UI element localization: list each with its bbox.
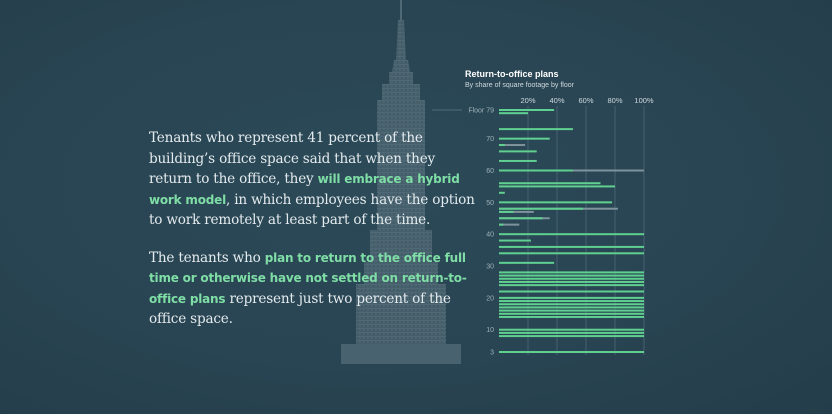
chart-subtitle: By share of square footage by floor — [465, 82, 574, 89]
chart-header: Return-to-office plans By share of squar… — [465, 69, 574, 89]
story-paragraph-hybrid: Tenants who represent 41 percent of the … — [149, 128, 479, 231]
story-text: Tenants who represent 41 percent of the … — [149, 128, 479, 347]
full-time-highlight: plan to return to the office full time o… — [149, 250, 467, 306]
story-text-segment: , in which employees have the option to … — [149, 191, 475, 229]
story-text-segment: Tenants who represent 41 percent of the … — [149, 130, 436, 187]
story-text-segment: represent just two percent of the office… — [149, 290, 451, 328]
story-text-segment: The tenants who — [149, 249, 265, 266]
chart-title: Return-to-office plans — [465, 69, 559, 79]
story-paragraph-full-time: The tenants who plan to return to the of… — [149, 248, 479, 330]
hybrid-highlight: will embrace a hybrid work model — [149, 172, 460, 207]
